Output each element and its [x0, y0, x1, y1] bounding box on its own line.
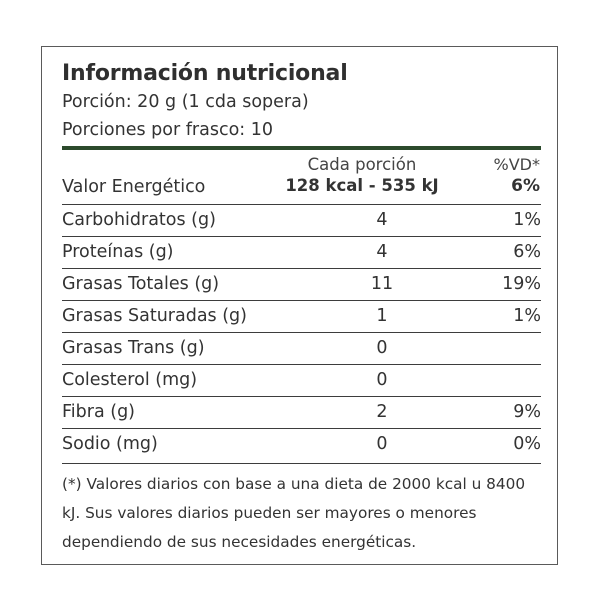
- daily-value-footnote: (*) Valores diarios con base a una dieta…: [62, 475, 526, 551]
- serving-size: Porción: 20 g (1 cda sopera): [62, 92, 309, 112]
- energy-dv: 6%: [511, 176, 540, 196]
- nutrient-label: Grasas Trans (g): [62, 338, 205, 358]
- nutrient-value: 2: [376, 402, 388, 422]
- nutrient-dv: 1%: [513, 210, 541, 230]
- nutrient-dv: 9%: [513, 402, 541, 422]
- nutrient-row-carbohidratos: Carbohidratos (g) 4 1%: [62, 204, 541, 237]
- nutrient-row-grasas-saturadas: Grasas Saturadas (g) 1 1%: [62, 300, 541, 333]
- nutrient-dv: 1%: [513, 306, 541, 326]
- nutrient-value: 0: [376, 338, 388, 358]
- nutrient-label: Colesterol (mg): [62, 370, 198, 390]
- panel-title: Información nutricional: [62, 61, 348, 86]
- thick-divider: [62, 146, 541, 150]
- nutrient-value: 4: [376, 210, 388, 230]
- nutrient-row-fibra: Fibra (g) 2 9%: [62, 396, 541, 429]
- nutrient-row-proteinas: Proteínas (g) 4 6%: [62, 236, 541, 269]
- nutrient-value: 0: [376, 370, 388, 390]
- servings-per-container: Porciones por frasco: 10: [62, 120, 273, 140]
- nutrient-label: Sodio (mg): [62, 434, 158, 454]
- nutrient-row-sodio: Sodio (mg) 0 0%: [62, 428, 541, 461]
- nutrient-row-colesterol: Colesterol (mg) 0: [62, 364, 541, 397]
- footer-divider: [62, 463, 541, 464]
- nutrient-value: 0: [376, 434, 388, 454]
- nutrient-label: Grasas Totales (g): [62, 274, 220, 294]
- nutrient-value: 11: [370, 274, 394, 294]
- nutrient-dv: 6%: [513, 242, 541, 262]
- nutrient-value: 4: [376, 242, 388, 262]
- nutrient-row-grasas-totales: Grasas Totales (g) 11 19%: [62, 268, 541, 301]
- energy-value: 128 kcal - 535 kJ: [285, 176, 439, 195]
- per-serving-header: Cada porción: [307, 155, 417, 174]
- energy-label: Valor Energético: [62, 177, 206, 197]
- nutrient-label: Grasas Saturadas (g): [62, 306, 247, 326]
- nutrient-row-grasas-trans: Grasas Trans (g) 0: [62, 332, 541, 365]
- nutrition-facts-panel: Información nutricional Porción: 20 g (1…: [41, 46, 558, 565]
- nutrient-label: Proteínas (g): [62, 242, 174, 262]
- nutrient-value: 1: [376, 306, 388, 326]
- nutrient-dv: 19%: [502, 274, 541, 294]
- daily-value-header: %VD*: [493, 155, 540, 174]
- nutrient-label: Carbohidratos (g): [62, 210, 216, 230]
- nutrient-dv: 0%: [513, 434, 541, 454]
- nutrient-label: Fibra (g): [62, 402, 136, 422]
